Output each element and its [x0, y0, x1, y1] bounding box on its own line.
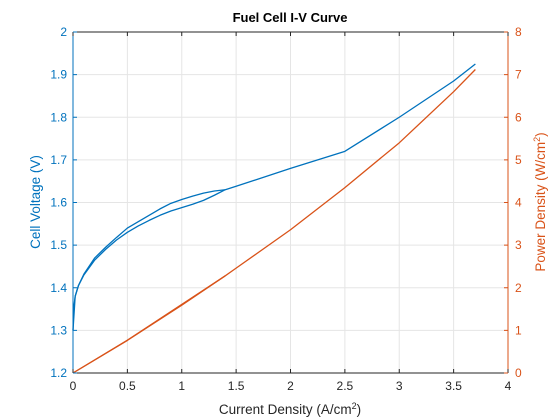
y-right-tick-label: 8	[515, 25, 522, 39]
y-right-tick-label: 1	[515, 323, 522, 337]
chart-title: Fuel Cell I-V Curve	[233, 10, 348, 25]
y-right-tick-label: 4	[515, 196, 522, 210]
x-tick-label: 2.5	[337, 379, 354, 393]
y-left-tick-label: 1.7	[50, 153, 67, 167]
x-tick-label: 4	[505, 379, 512, 393]
y-axis-right-label-text: Power Density (W/cm	[533, 142, 548, 272]
series-layer	[72, 63, 476, 374]
x-tick-label: 1	[178, 379, 185, 393]
axes	[72, 31, 509, 374]
y-right-tick-label: 0	[515, 366, 522, 380]
x-tick-label: 3.5	[445, 379, 462, 393]
x-tick-label: 3	[396, 379, 403, 393]
x-axis-label-text: Current Density (A/cm	[219, 402, 352, 417]
y-left-tick-label: 1.6	[50, 196, 67, 210]
power-density-series-line-3	[72, 275, 226, 374]
y-left-tick-label: 2	[60, 25, 67, 39]
y-right-tick-label: 6	[515, 110, 522, 124]
y-right-tick-label: 7	[515, 68, 522, 82]
grid	[73, 32, 508, 373]
voltage-series-line-1	[72, 189, 226, 331]
y-left-tick-label: 1.9	[50, 68, 67, 82]
x-axis-label: Current Density (A/cm2)	[219, 401, 361, 417]
y-right-tick-label: 5	[515, 153, 522, 167]
y-axis-right-label-suffix: )	[533, 132, 548, 137]
x-tick-label: 2	[287, 379, 294, 393]
y-left-tick-label: 1.3	[50, 323, 67, 337]
y-right-tick-label: 3	[515, 238, 522, 252]
x-axis-label-superscript: 2	[352, 401, 357, 411]
y-left-tick-label: 1.8	[50, 110, 67, 124]
y-left-tick-label: 1.2	[50, 366, 67, 380]
y-left-tick-label: 1.4	[50, 281, 67, 295]
x-tick-label: 0.5	[119, 379, 136, 393]
x-tick-label: 0	[70, 379, 77, 393]
y-axis-right-label-superscript: 2	[532, 137, 542, 142]
y-left-tick-label: 1.5	[50, 238, 67, 252]
y-axis-right-label: Power Density (W/cm2)	[532, 132, 548, 271]
x-axis-label-suffix: )	[357, 402, 362, 417]
y-right-tick-label: 2	[515, 281, 522, 295]
tick-labels: 0 0.5 1 1.5 2 2.5 3 3.5 4 1.2 1.3 1.4 1.5 1.6 1.7 1.8 1.…	[50, 25, 522, 393]
y-axis-left-label: Cell Voltage (V)	[28, 155, 43, 249]
x-tick-label: 1.5	[228, 379, 245, 393]
